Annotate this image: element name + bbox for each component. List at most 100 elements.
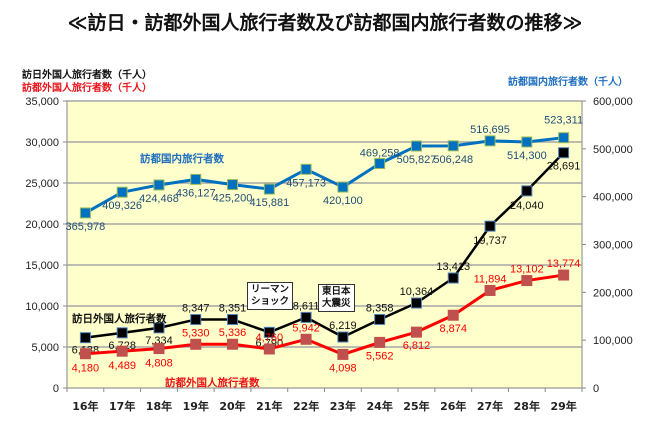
x-tick-label: 17年 — [109, 399, 135, 413]
x-tick-label: 29年 — [550, 399, 576, 413]
data-point-marker — [447, 140, 459, 152]
data-label: 11,894 — [474, 273, 507, 285]
data-label: 6,219 — [329, 320, 357, 332]
data-point-marker — [116, 327, 128, 339]
left-tick-label: 10,000 — [25, 301, 59, 313]
data-label: 516,695 — [470, 124, 510, 136]
data-label: 8,347 — [182, 303, 210, 315]
data-point-marker — [374, 158, 386, 170]
data-point-marker — [374, 313, 386, 325]
data-point-marker — [227, 179, 239, 191]
x-tick-label: 21年 — [256, 399, 282, 413]
data-label: 425,200 — [213, 193, 253, 205]
left-axis-title-tokyo-foreign-visitors: 訪都外国人旅行者数（千人） — [22, 83, 152, 94]
right-tick-label: 600,000 — [593, 96, 633, 108]
data-label: 523,311 — [544, 115, 583, 127]
data-label: 409,326 — [102, 200, 142, 212]
data-point-marker — [79, 332, 91, 344]
data-point-marker — [558, 132, 570, 144]
data-point-marker — [484, 135, 496, 147]
data-label: 424,468 — [139, 193, 179, 205]
data-label: 8,874 — [439, 323, 467, 335]
data-point-marker — [300, 333, 312, 345]
x-tick-label: 19年 — [183, 399, 209, 413]
data-label: 13,413 — [436, 261, 470, 273]
data-label: 5,336 — [219, 327, 247, 339]
data-point-marker — [484, 284, 496, 296]
x-tick-label: 23年 — [330, 399, 356, 413]
data-point-marker — [300, 311, 312, 323]
data-label: 457,173 — [286, 177, 326, 189]
right-tick-label: 100,000 — [593, 335, 633, 347]
data-point-marker — [484, 220, 496, 232]
data-point-marker — [521, 185, 533, 197]
data-point-marker — [300, 163, 312, 175]
x-tick-label: 20年 — [219, 399, 245, 413]
data-label: 8,611 — [293, 300, 320, 312]
data-point-marker — [337, 331, 349, 343]
data-label: 6,812 — [403, 340, 431, 352]
data-point-marker — [263, 326, 275, 338]
data-label: 4,180 — [72, 363, 100, 375]
data-point-marker — [116, 345, 128, 357]
series-line-2 — [85, 273, 564, 356]
annotation-line: 大震災 — [322, 298, 351, 309]
data-point-marker — [263, 183, 275, 195]
right-tick-label: 0 — [593, 383, 599, 395]
data-point-marker — [521, 275, 533, 287]
series-line-1 — [85, 151, 565, 339]
data-point-marker — [153, 322, 165, 334]
data-point-marker — [447, 309, 459, 321]
data-label: 13,774 — [547, 258, 581, 270]
left-tick-label: 20,000 — [25, 219, 59, 231]
left-tick-label: 30,000 — [25, 137, 59, 149]
data-point-marker — [153, 343, 165, 355]
data-point-marker — [227, 314, 239, 326]
left-tick-label: 0 — [53, 383, 59, 395]
data-label: 469,258 — [360, 148, 400, 160]
data-point-marker — [337, 348, 349, 360]
series-label-japan-foreign: 訪日外国人旅行者数 — [72, 313, 167, 325]
annotation-line: ショック — [251, 296, 290, 307]
data-label: 28,691 — [547, 161, 581, 173]
data-point-marker — [190, 314, 202, 326]
data-label: 5,942 — [292, 322, 320, 334]
data-label: 10,364 — [400, 286, 434, 298]
data-label: 514,300 — [507, 150, 547, 162]
series-label-tokyo-domestic: 訪都国内旅行者数 — [140, 153, 224, 165]
plot-area — [67, 101, 582, 388]
data-point-marker — [410, 297, 422, 309]
data-point-marker — [190, 173, 202, 185]
data-label: 7,334 — [145, 335, 173, 347]
x-tick-label: 26年 — [440, 399, 466, 413]
data-label: 505,827 — [397, 154, 437, 166]
chart-title: ≪訪日・訪都外国人旅行者数及び訪都国内旅行者数の推移≫ — [67, 12, 583, 34]
data-label: 13,102 — [510, 264, 544, 276]
left-tick-label: 25,000 — [25, 178, 59, 190]
data-point-marker — [79, 348, 91, 360]
data-point-marker — [227, 338, 239, 350]
data-label: 5,330 — [182, 327, 210, 339]
right-axis-title-tokyo-domestic-visitors: 訪都国内旅行者数（千人） — [508, 77, 628, 88]
data-point-marker — [558, 269, 570, 281]
data-point-marker — [263, 343, 275, 355]
data-point-marker — [116, 186, 128, 198]
right-tick-label: 400,000 — [593, 192, 633, 204]
annotation-great-east-japan-earthquake: 東日本 大震災 — [318, 284, 355, 312]
data-label: 8,358 — [366, 302, 394, 314]
data-label: 5,562 — [366, 350, 394, 362]
data-label: 436,127 — [176, 187, 216, 199]
data-point-marker — [558, 147, 570, 159]
data-point-marker — [447, 272, 459, 284]
data-point-marker — [521, 136, 533, 148]
data-label: 415,881 — [249, 197, 289, 209]
data-point-marker — [374, 336, 386, 348]
right-tick-label: 500,000 — [593, 144, 633, 156]
x-tick-label: 16年 — [72, 399, 98, 413]
left-tick-label: 15,000 — [25, 260, 59, 272]
series-label-tokyo-foreign: 訪都外国人旅行者数 — [165, 377, 260, 389]
data-label: 506,248 — [433, 154, 473, 166]
data-label: 420,100 — [323, 195, 363, 207]
data-point-marker — [410, 140, 422, 152]
x-tick-label: 25年 — [403, 399, 429, 413]
